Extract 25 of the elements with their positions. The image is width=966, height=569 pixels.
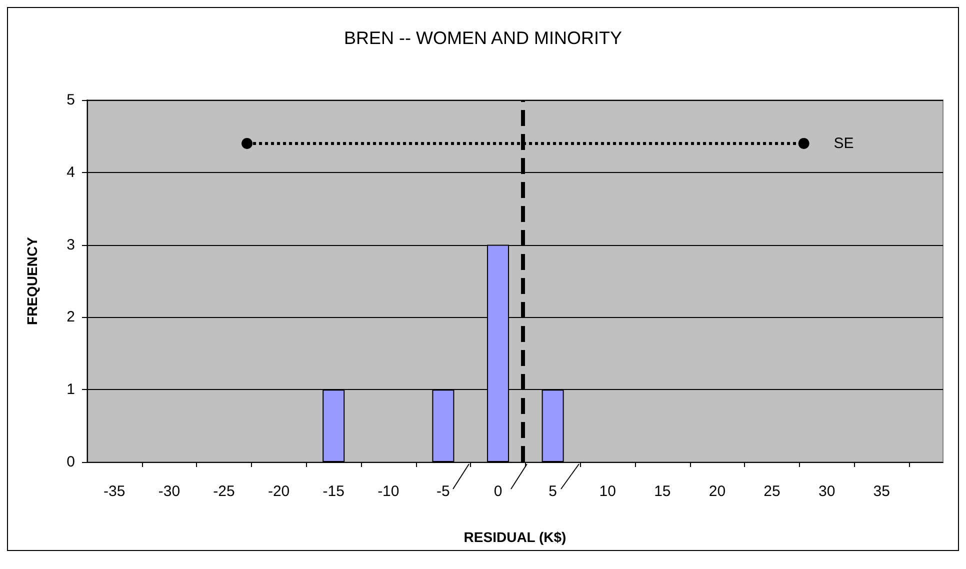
x-tick-label: 20 <box>708 483 726 500</box>
x-tick-label: 30 <box>818 483 836 500</box>
x-tick-label: 10 <box>599 483 616 500</box>
series-label: SE <box>834 134 854 152</box>
x-tick-label: 0 <box>494 483 502 500</box>
x-tick-label: -20 <box>268 483 290 500</box>
x-tick-label: -10 <box>378 483 400 500</box>
y-tick-label: 4 <box>66 164 75 181</box>
y-axis-title: FREQUENCY <box>24 236 40 325</box>
x-tick-label: 5 <box>548 483 557 500</box>
x-tick-label: 25 <box>764 483 780 500</box>
y-tick-label: 5 <box>66 92 75 108</box>
x-tick-label: -15 <box>322 483 344 500</box>
x-tick-label: 15 <box>654 483 671 500</box>
x-tick-label: -25 <box>213 483 235 500</box>
x-axis-title: RESIDUAL (K$) <box>464 529 566 545</box>
y-tick-label: 2 <box>66 308 75 326</box>
y-tick-label: 1 <box>66 381 75 398</box>
x-tick-label: -30 <box>158 483 180 500</box>
x-tick-label: 35 <box>873 483 890 500</box>
y-tick-label: 3 <box>66 236 75 254</box>
x-tick-label: -5 <box>436 483 450 500</box>
chart-title: BREN -- WOMEN AND MINORITY <box>344 28 622 48</box>
x-tick-label: -35 <box>104 483 126 500</box>
y-tick-label: 0 <box>66 454 75 470</box>
